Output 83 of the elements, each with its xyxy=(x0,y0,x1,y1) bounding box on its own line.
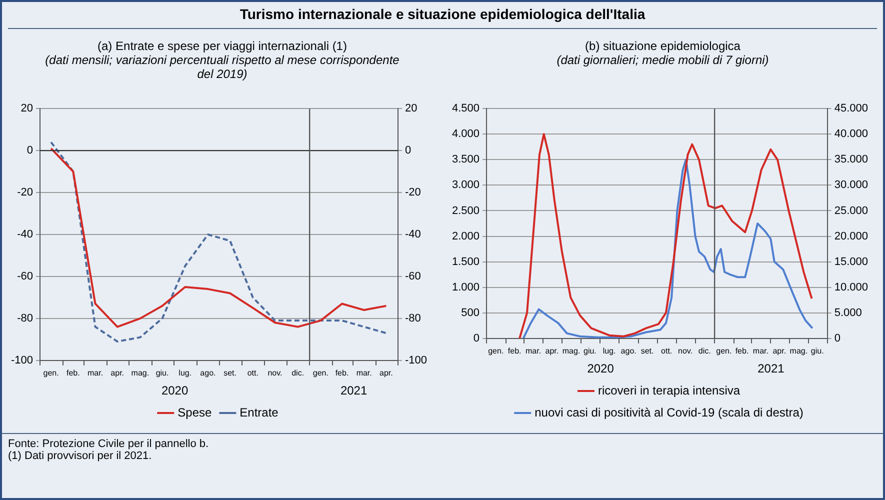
x-tick-label: mag. xyxy=(132,368,150,378)
y-tick-label: -100 xyxy=(11,354,34,366)
x-tick-label: mar. xyxy=(88,368,104,378)
y-tick-label: 1.000 xyxy=(452,281,480,294)
x-tick-label: apr. xyxy=(772,346,786,356)
x-tick-label: feb. xyxy=(336,368,349,378)
text: 2020 xyxy=(162,383,189,398)
x-tick-label: giu. xyxy=(583,346,596,356)
x-tick-label: mar. xyxy=(525,346,541,356)
x-tick-label: ott. xyxy=(660,346,672,356)
y2-tick-label: 0 xyxy=(405,144,412,157)
x-tick-label: ago. xyxy=(620,346,636,356)
y2-tick-label: 40.000 xyxy=(834,128,868,140)
y-tick-label: -60 xyxy=(17,270,34,282)
x-tick-label: mag. xyxy=(790,346,808,356)
x-tick-label: set. xyxy=(640,346,654,356)
x-tick-label: ago. xyxy=(200,368,216,378)
y-tick-label: 0 xyxy=(473,332,480,344)
legend-label: ricoveri in terapia intensiva xyxy=(598,383,740,398)
x-tick-label: nov. xyxy=(678,346,692,356)
y2-tick-label: 35.000 xyxy=(834,154,868,166)
y-tick-label: -80 xyxy=(17,312,34,324)
x-tick-label: apr. xyxy=(380,368,394,378)
y2-tick-label: 0 xyxy=(834,332,840,344)
x-tick-label: ott. xyxy=(248,368,259,378)
y2-tick-label: 10.000 xyxy=(834,281,868,294)
x-tick-label: apr. xyxy=(110,368,124,378)
y2-tick-label: 25.000 xyxy=(834,204,868,217)
y-tick-label: 1.500 xyxy=(452,256,480,268)
y-tick-label: 2.000 xyxy=(452,230,480,242)
text: 2021 xyxy=(757,361,784,376)
y2-tick-label: 15.000 xyxy=(834,256,868,268)
x-tick-label: gen. xyxy=(313,368,329,378)
text: 2021 xyxy=(340,383,368,398)
x-tick-label: giu. xyxy=(156,368,169,378)
y2-tick-label: -20 xyxy=(405,186,422,199)
x-tick-label: mar. xyxy=(752,346,768,356)
x-tick-label: dic. xyxy=(698,346,711,356)
x-tick-label: lug. xyxy=(602,346,616,356)
x-tick-label: set. xyxy=(224,368,237,378)
chart-subtitle: (dati giornalieri; medie mobili di 7 giorni) xyxy=(556,53,770,67)
text: (1) Dati provvisori per il 2021. xyxy=(8,450,153,462)
y-tick-label: -20 xyxy=(17,186,34,199)
y-tick-label: 4.500 xyxy=(452,102,480,115)
y2-tick-label: 5.000 xyxy=(834,306,862,319)
text: Turismo internazionale e situazione epidemiologica dell'Italia xyxy=(8,6,877,29)
chart-title: (a) Entrate e spese per viaggi internazionali (1) xyxy=(96,39,348,53)
x-tick-label: feb. xyxy=(66,368,80,378)
source-note: Fonte: Protezione Civile per il pannello b. xyxy=(8,438,210,450)
y2-tick-label: 45.000 xyxy=(834,102,868,115)
chart-title: (b) situazione epidemiologica xyxy=(584,39,742,53)
x-tick-label: giu. xyxy=(810,346,824,356)
x-tick-label: mag. xyxy=(562,346,580,356)
x-tick-label: feb. xyxy=(508,346,521,356)
x-tick-label: gen. xyxy=(488,346,504,356)
y-tick-label: 4.000 xyxy=(452,128,480,140)
legend-label: Entrate xyxy=(240,405,279,420)
x-tick-label: dic. xyxy=(292,368,304,378)
text: 2020 xyxy=(586,361,614,376)
y2-tick-label: -100 xyxy=(405,354,428,366)
y-tick-label: -40 xyxy=(17,228,34,241)
x-tick-label: feb. xyxy=(735,346,748,356)
y2-tick-label: -60 xyxy=(405,270,422,282)
y-tick-label: 3.500 xyxy=(452,154,480,166)
y-tick-label: 500 xyxy=(460,306,480,319)
x-tick-label: nov. xyxy=(268,368,282,378)
legend-label: nuovi casi di positività al Covid-19 (scala di destra) xyxy=(534,405,804,420)
y2-tick-label: 20 xyxy=(405,102,418,115)
y-tick-label: 0 xyxy=(27,144,34,157)
y2-tick-label: 20.000 xyxy=(834,230,868,242)
y2-tick-label: -80 xyxy=(405,312,422,324)
x-tick-label: mar. xyxy=(356,368,372,378)
y2-tick-label: -40 xyxy=(405,228,422,241)
x-tick-label: apr. xyxy=(545,346,558,356)
x-tick-label: lug. xyxy=(178,368,192,378)
y2-tick-label: 30.000 xyxy=(834,179,868,192)
legend-label: Spese xyxy=(178,405,212,420)
chart-subtitle: (dati mensili; variazioni percentuali rispetto al mese corrispondente del 2019) xyxy=(44,53,400,81)
y-tick-label: 20 xyxy=(21,102,34,115)
x-tick-label: gen. xyxy=(716,346,732,356)
x-tick-label: gen. xyxy=(44,368,60,378)
y-tick-label: 2.500 xyxy=(452,204,480,217)
y-tick-label: 3.000 xyxy=(452,179,480,192)
